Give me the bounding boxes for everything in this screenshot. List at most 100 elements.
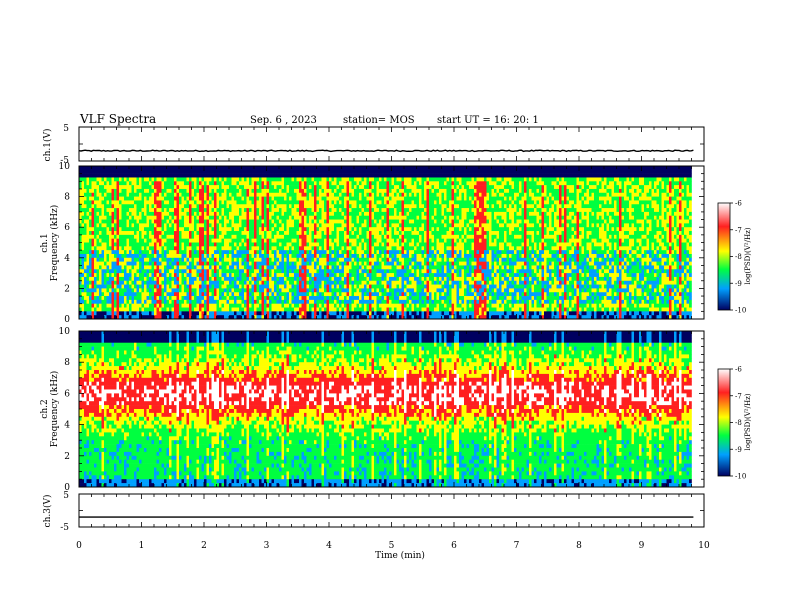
spectrogram-cell — [366, 223, 370, 228]
spectrogram-cell — [276, 280, 280, 285]
spectrogram-cell — [366, 169, 370, 174]
spectrogram-cell — [274, 219, 277, 224]
ch1-ytick-top: 5 — [63, 124, 69, 134]
spectrogram-cell — [319, 181, 322, 186]
spectrogram-cell — [216, 204, 220, 209]
spectrogram-cell — [156, 173, 160, 178]
spectrogram-cell — [274, 208, 277, 213]
spectrogram-cell — [254, 200, 257, 205]
spectrogram-cell — [336, 269, 340, 274]
spectrogram-cell — [281, 185, 285, 190]
spectrogram-cell — [104, 200, 107, 205]
spectrogram-cell — [286, 269, 290, 274]
spectrogram-cell — [244, 173, 247, 178]
spectrogram-cell — [336, 234, 340, 239]
spectrogram-cell — [196, 276, 200, 282]
spectrogram-cell — [314, 280, 317, 285]
spectrogram-cell — [299, 296, 302, 301]
spectrogram-cell — [264, 234, 267, 239]
spectrogram-cell — [186, 257, 190, 262]
spectrogram-cell — [276, 311, 280, 316]
spectrogram-cell — [309, 315, 312, 320]
spectrogram-cell — [341, 284, 345, 289]
spectrogram-cell — [231, 227, 235, 232]
spectrogram-cell — [179, 299, 182, 305]
spectrogram-cell — [314, 269, 317, 274]
spectrogram-cell — [231, 276, 235, 282]
spectrogram-cell — [226, 196, 230, 201]
spectrogram-cell — [354, 166, 357, 171]
spectrogram-cell — [211, 276, 215, 282]
spectrogram-cell — [211, 208, 215, 213]
spectrogram-cell — [356, 296, 360, 301]
spectrogram-cell — [121, 208, 125, 213]
spectrogram-cell — [369, 231, 372, 236]
spectrogram-cell — [364, 250, 367, 255]
spectrogram-cell — [231, 173, 235, 178]
spectrogram-cell — [311, 200, 315, 205]
spectrogram-cell — [326, 276, 330, 282]
spectrogram-cell — [121, 181, 125, 186]
spectrogram-cell — [91, 204, 95, 209]
spectrogram-cell — [306, 223, 310, 228]
spectrogram-cell — [319, 273, 322, 278]
spectrogram-cell — [111, 292, 115, 297]
spectrogram-cell — [141, 192, 145, 197]
spectrogram-cell — [161, 188, 165, 194]
spectrogram-cell — [171, 276, 175, 282]
spectrogram-cell — [166, 188, 170, 194]
spectrogram-cell — [304, 192, 307, 197]
spectrogram-cell — [201, 204, 205, 209]
spectrogram-cell — [371, 288, 375, 293]
spectrogram-cell — [119, 188, 122, 194]
spectrogram-cell — [309, 219, 312, 224]
spectrogram-cell — [129, 261, 132, 266]
spectrogram-cell — [146, 296, 150, 301]
spectrogram-cell — [86, 257, 90, 262]
spectrogram-cell — [294, 169, 297, 174]
spectrogram-cell — [251, 280, 255, 285]
spectrogram-cell — [334, 307, 337, 312]
spectrogram-cell — [364, 257, 367, 262]
spectrogram-cell — [96, 185, 100, 190]
spectrogram-cell — [244, 211, 247, 217]
spectrogram-cell — [94, 292, 97, 297]
spectrogram-cell — [239, 257, 242, 262]
spectrogram-cell — [126, 192, 130, 197]
spectrogram-cell — [311, 223, 315, 228]
spectrogram-cell — [364, 288, 367, 293]
spectrogram-cell — [109, 166, 112, 171]
spectrogram-cell — [229, 231, 232, 236]
spectrogram-cell — [276, 261, 280, 266]
spectrogram-cell — [251, 311, 255, 316]
spectrogram-cell — [316, 276, 320, 282]
spectrogram-cell — [356, 211, 360, 217]
spectrogram-cell — [111, 250, 115, 255]
spectrogram-cell — [376, 250, 380, 255]
spectrogram-cell — [294, 292, 297, 297]
spectrogram-cell — [86, 238, 90, 243]
spectrogram-cell — [339, 169, 342, 174]
spectrogram-cell — [259, 299, 262, 305]
spectrogram-cell — [114, 234, 117, 239]
spectrogram-cell — [159, 284, 162, 289]
spectrogram-cell — [116, 204, 120, 209]
spectrogram-cell — [89, 257, 92, 262]
spectrogram-cell — [359, 315, 362, 320]
spectrogram-cell — [344, 273, 347, 278]
spectrogram-cell — [329, 307, 332, 312]
spectrogram-cell — [331, 185, 335, 190]
spectrogram-cell — [189, 253, 192, 259]
spectrogram-cell — [231, 311, 235, 316]
spectrogram-cell — [159, 173, 162, 178]
spectrogram-cell — [174, 280, 177, 285]
spectrogram-cell — [186, 296, 190, 301]
spectrogram-cell — [341, 276, 345, 282]
spectrogram-cell — [181, 185, 185, 190]
spectrogram-cell — [326, 204, 330, 209]
spectrogram-cell — [154, 234, 157, 239]
spectrogram-cell — [226, 219, 230, 224]
spectrogram-cell — [124, 200, 127, 205]
spectrogram-cell — [234, 246, 237, 251]
spectrogram-cell — [124, 215, 127, 220]
